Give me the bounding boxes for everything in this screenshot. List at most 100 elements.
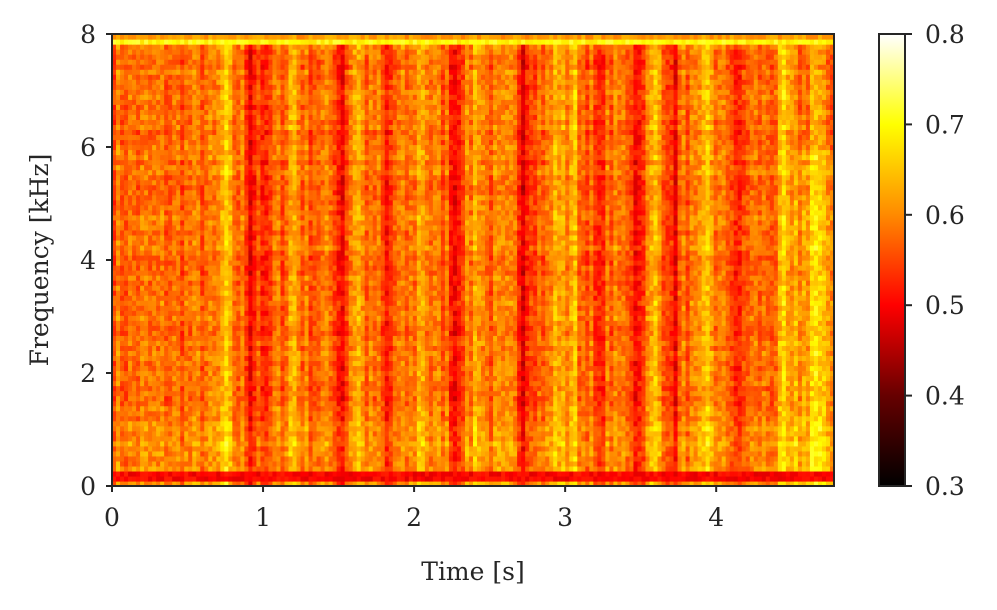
heatmap-cell: [625, 430, 631, 437]
heatmap-cell: [388, 410, 394, 417]
heatmap-cell: [537, 390, 542, 397]
heatmap-cell: [597, 445, 602, 452]
heatmap-cell: [280, 440, 286, 447]
heatmap-cell: [388, 440, 394, 447]
heatmap-cell: [264, 470, 270, 477]
heatmap-cell: [637, 420, 643, 427]
heatmap-cell: [244, 350, 249, 357]
heatmap-cell: [388, 395, 394, 402]
heatmap-cell: [296, 465, 302, 472]
heatmap-cell: [256, 380, 262, 387]
heatmap-cell: [601, 395, 606, 402]
heatmap-cell: [264, 435, 270, 442]
heatmap-cell: [292, 430, 298, 437]
heatmap-cell: [424, 365, 430, 372]
heatmap-cell: [216, 460, 221, 467]
heatmap-cell: [164, 345, 169, 351]
heatmap-cell: [380, 360, 386, 367]
heatmap-cell: [789, 390, 795, 397]
heatmap-cell: [256, 350, 262, 357]
heatmap-cell: [513, 475, 518, 482]
heatmap-cell: [288, 440, 294, 447]
heatmap-cell: [785, 430, 791, 437]
heatmap-cell: [593, 470, 598, 477]
heatmap-cell: [725, 450, 731, 457]
heatmap-cell: [248, 420, 253, 427]
heatmap-cell: [821, 450, 827, 457]
heatmap-cell: [288, 375, 294, 382]
heatmap-cell: [296, 440, 302, 447]
heatmap-cell: [160, 395, 165, 402]
heatmap-cell: [785, 380, 791, 387]
heatmap-cell: [641, 400, 647, 407]
heatmap-cell: [641, 450, 647, 457]
heatmap-cell: [661, 430, 667, 437]
heatmap-cell: [168, 420, 173, 427]
heatmap-cell: [685, 450, 691, 457]
heatmap-cell: [132, 405, 137, 412]
heatmap-cell: [657, 385, 663, 392]
heatmap-cell: [577, 365, 582, 372]
heatmap-cell: [785, 395, 791, 402]
heatmap-cell: [248, 475, 253, 482]
heatmap-cell: [705, 435, 711, 442]
heatmap-cell: [605, 470, 610, 477]
heatmap-cell: [729, 390, 735, 397]
heatmap-cell: [777, 450, 783, 457]
heatmap-cell: [152, 435, 157, 442]
heatmap-cell: [569, 420, 574, 427]
heatmap-cell: [324, 455, 330, 462]
heatmap-cell: [408, 465, 414, 472]
heatmap-cell: [272, 355, 278, 362]
heatmap-cell: [773, 460, 779, 467]
heatmap-cell: [404, 400, 410, 407]
heatmap-cell: [729, 455, 735, 462]
heatmap-cell: [228, 385, 233, 392]
heatmap-cell: [621, 480, 627, 487]
heatmap-cell: [180, 415, 185, 422]
heatmap-cell: [384, 470, 390, 477]
heatmap-cell: [436, 410, 442, 417]
heatmap-cell: [749, 370, 755, 377]
heatmap-cell: [565, 355, 570, 362]
heatmap-cell: [324, 370, 330, 377]
heatmap-cell: [797, 350, 803, 357]
heatmap-cell: [609, 365, 614, 372]
heatmap-cell: [777, 355, 783, 362]
heatmap-cell: [256, 370, 262, 377]
heatmap-cell: [224, 430, 229, 437]
heatmap-cell: [112, 475, 117, 482]
heatmap-cell: [348, 460, 354, 467]
heatmap-cell: [408, 385, 414, 392]
heatmap-cell: [829, 395, 835, 402]
heatmap-cell: [705, 460, 711, 467]
heatmap-cell: [493, 395, 498, 402]
heatmap-cell: [665, 370, 671, 377]
heatmap-cell: [477, 370, 482, 377]
heatmap-cell: [148, 465, 153, 472]
heatmap-cell: [817, 440, 823, 447]
heatmap-cell: [689, 360, 695, 367]
heatmap-cell: [332, 400, 338, 407]
heatmap-cell: [340, 475, 346, 482]
heatmap-cell: [204, 470, 209, 477]
heatmap-cell: [240, 345, 245, 351]
heatmap-cell: [268, 475, 274, 482]
heatmap-cell: [497, 400, 502, 407]
heatmap-cell: [412, 480, 418, 487]
heatmap-cell: [653, 390, 659, 397]
heatmap-cell: [817, 360, 823, 367]
heatmap-cell: [489, 445, 494, 452]
heatmap-cell: [368, 365, 374, 372]
heatmap-cell: [396, 360, 402, 367]
heatmap-cell: [400, 410, 406, 417]
heatmap-cell: [276, 410, 282, 417]
heatmap-cell: [725, 395, 731, 402]
heatmap-cell: [677, 375, 683, 382]
heatmap-cell: [525, 420, 530, 427]
heatmap-cell: [180, 385, 185, 392]
heatmap-cell: [396, 355, 402, 362]
heatmap-cell: [316, 480, 322, 487]
heatmap-cell: [621, 385, 627, 392]
heatmap-cell: [605, 380, 610, 387]
